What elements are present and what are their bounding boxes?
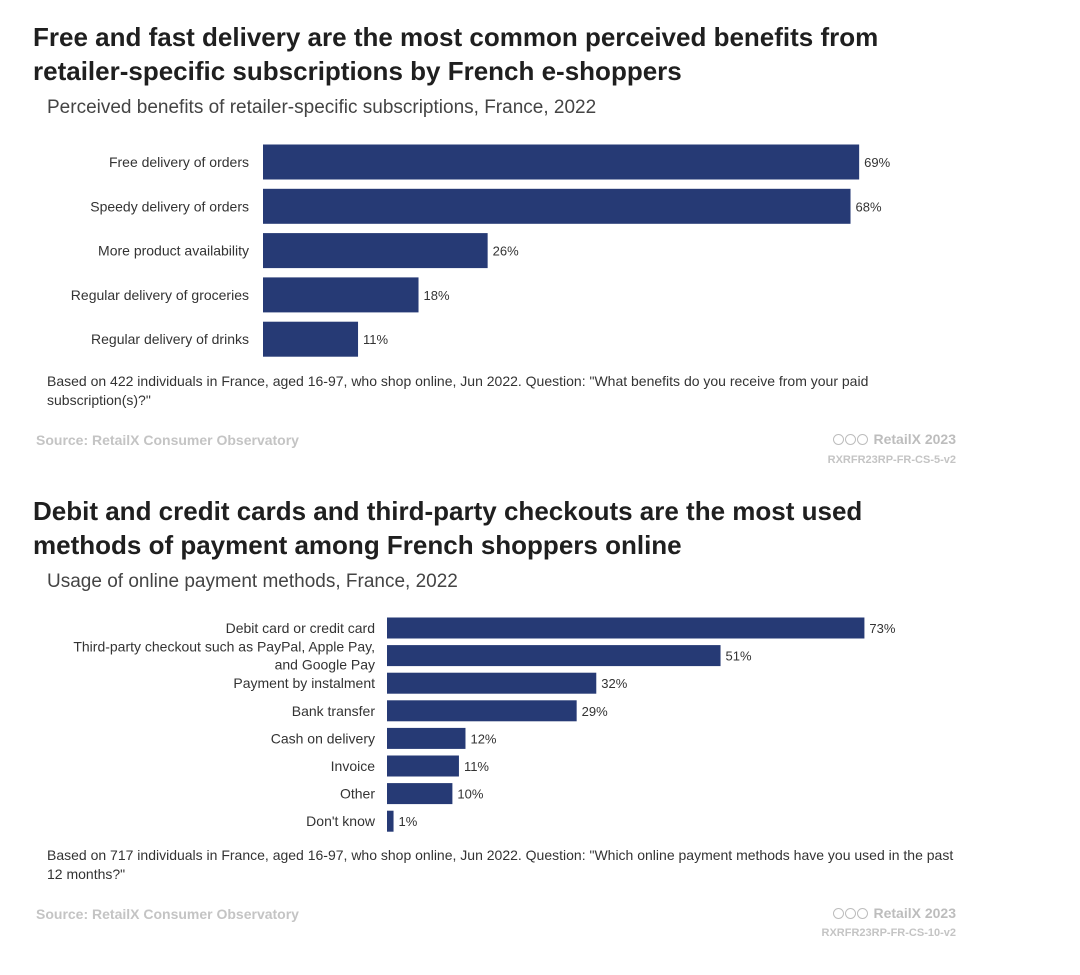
creative-commons-icon	[832, 433, 868, 445]
chart1-value-label-4: 11%	[363, 332, 388, 347]
chart2-value-label-4: 12%	[470, 731, 496, 746]
chart2-category-label-3: Bank transfer	[292, 703, 376, 719]
chart1-value-label-0: 69%	[864, 155, 890, 170]
chart1-brand: RetailX 2023	[832, 431, 957, 447]
chart2-category-label-5: Invoice	[331, 758, 376, 774]
chart2-value-label-2: 32%	[601, 676, 627, 691]
chart2-bar-1	[387, 645, 721, 667]
chart2-bar-0	[387, 617, 865, 639]
chart2-bars: Debit card or credit card 73% Third-party …	[73, 617, 896, 832]
chart1-value-label-2: 26%	[493, 244, 519, 259]
chart1-category-label-4: Regular delivery of drinks	[91, 331, 249, 347]
chart2-title: Debit and credit cards and third-party c…	[33, 496, 863, 560]
chart1-source: Source: RetailX Consumer Observatory	[36, 432, 299, 448]
chart1-category-label-3: Regular delivery of groceries	[71, 287, 249, 303]
chart2-brand-label: RetailX 2023	[873, 905, 957, 921]
chart1-bar-4	[263, 321, 359, 357]
chart2-category-label-6: Other	[340, 786, 375, 802]
chart1-bar-0	[263, 144, 860, 180]
chart2-bar-2	[387, 672, 597, 694]
chart1-bar-1	[263, 188, 851, 224]
chart1-bars: Free delivery of orders 69% Speedy deliver…	[71, 144, 891, 357]
chart1-brand-label: RetailX 2023	[873, 431, 957, 447]
chart2-bar-4	[387, 727, 466, 749]
chart1-bar-3	[263, 277, 419, 313]
chart1-value-label-1: 68%	[856, 199, 882, 214]
chart1-bar-2	[263, 233, 488, 269]
chart1-value-label-3: 18%	[424, 288, 450, 303]
chart2-brand: RetailX 2023	[832, 905, 957, 921]
chart2-code: RXRFR23RP-FR-CS-10-v2	[821, 927, 956, 939]
chart1-note: Based on 422 individuals in France, aged…	[47, 373, 869, 408]
chart2-bar-3	[387, 700, 577, 722]
chart2-bar-5	[387, 755, 459, 777]
chart2-value-label-7: 1%	[399, 814, 418, 829]
creative-commons-icon	[832, 907, 868, 919]
chart2-value-label-1: 51%	[726, 649, 752, 664]
chart1-category-label-2: More product availability	[98, 243, 249, 259]
chart2-category-label-7: Don't know	[306, 813, 376, 829]
chart2-subtitle: Usage of online payment methods, France,…	[47, 571, 458, 592]
chart1-title: Free and fast delivery are the most comm…	[33, 22, 879, 86]
chart2-category-label-4: Cash on delivery	[271, 730, 375, 746]
chart2-value-label-5: 11%	[464, 759, 489, 774]
chart1-subtitle: Perceived benefits of retailer-specific …	[47, 97, 597, 118]
chart2-bar-6	[387, 783, 453, 805]
chart2-value-label-6: 10%	[457, 787, 483, 802]
chart1-category-label-0: Free delivery of orders	[109, 154, 249, 170]
chart1-category-label-1: Speedy delivery of orders	[90, 198, 249, 214]
chart2-category-label-2: Payment by instalment	[233, 675, 375, 691]
chart2-source: Source: RetailX Consumer Observatory	[36, 906, 299, 922]
chart2-category-label-0: Debit card or credit card	[226, 620, 375, 636]
chart2-note: Based on 717 individuals in France, aged…	[47, 847, 954, 882]
chart1-code: RXRFR23RP-FR-CS-5-v2	[827, 454, 956, 466]
chart2-value-label-0: 73%	[869, 621, 895, 636]
chart2-bar-7	[387, 810, 394, 832]
chart2-category-label-1: Third-party checkout such as PayPal, App…	[73, 639, 375, 673]
chart2-value-label-3: 29%	[582, 704, 608, 719]
